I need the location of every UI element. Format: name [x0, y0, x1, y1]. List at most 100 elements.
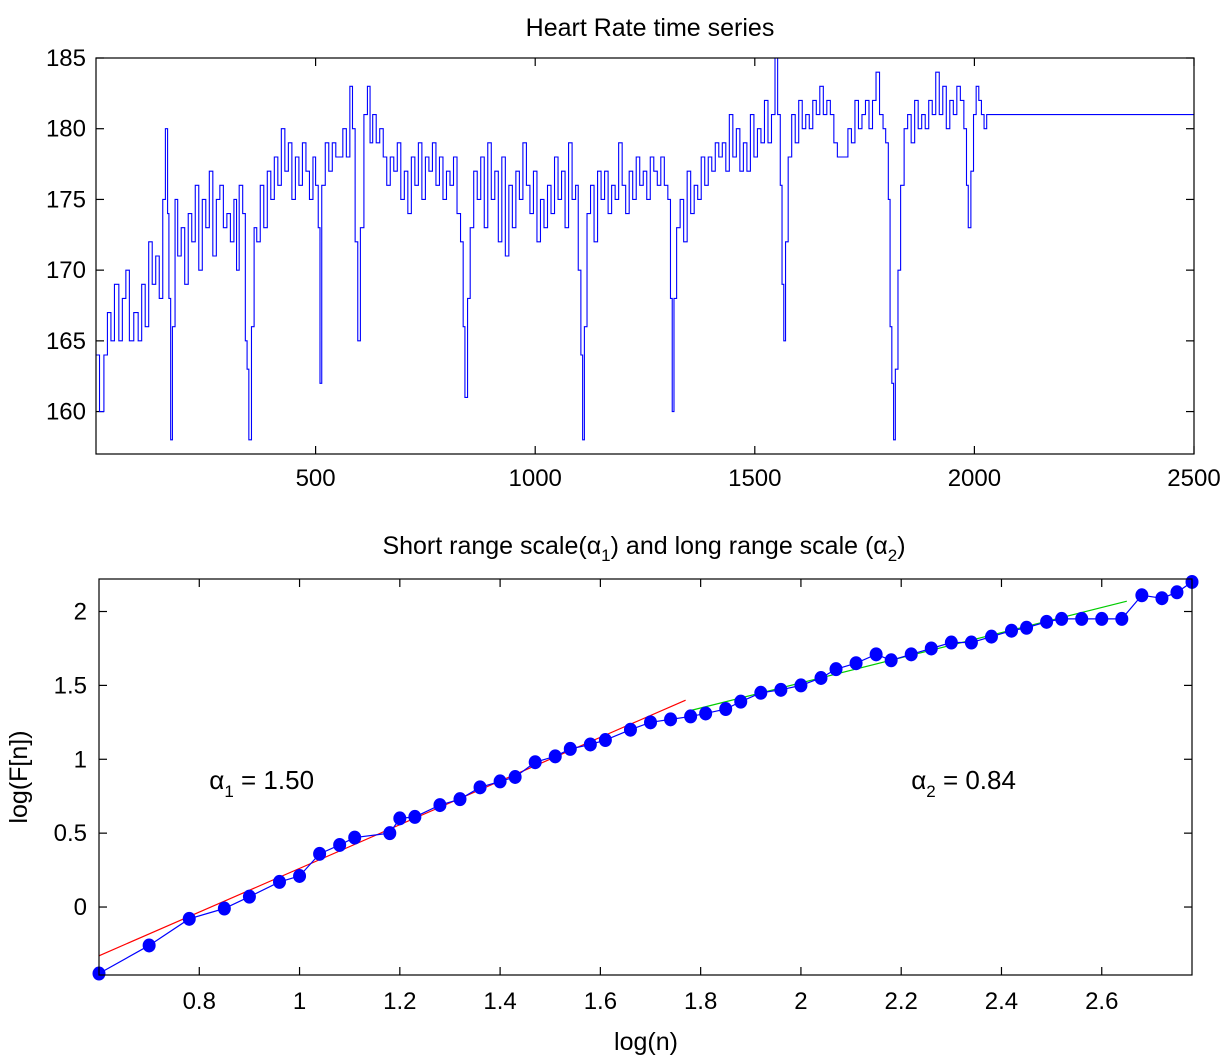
hr-xtick-label: 1500 [728, 465, 781, 492]
dfa-point [313, 846, 327, 861]
dfa-xtick-label: 1.8 [684, 988, 717, 1015]
alpha2-sub: 2 [926, 782, 935, 801]
dfa-point [333, 837, 347, 852]
hr-ytick-label: 160 [46, 399, 86, 426]
hr-ytick-label: 165 [46, 328, 86, 355]
dfa-points [92, 574, 1199, 981]
hr-title: Heart Rate time series [526, 14, 775, 42]
dfa-point [869, 647, 883, 662]
hr-ytick-label: 170 [46, 257, 86, 284]
dfa-point [623, 722, 637, 737]
hr-series-line [96, 57, 1194, 441]
dfa-xtick-label: 2.6 [1085, 988, 1118, 1015]
dfa-point [393, 811, 407, 826]
dfa-point [548, 749, 562, 764]
dfa-ytick-label: 2 [74, 599, 87, 626]
alpha2-annotation: α2 = 0.84 [911, 765, 1016, 801]
dfa-xtick-label: 0.8 [183, 988, 216, 1015]
alpha1-annotation: α1 = 1.50 [209, 765, 314, 801]
dfa-point [664, 712, 678, 727]
alpha1-value: = 1.50 [234, 765, 314, 795]
dfa-point [734, 694, 748, 709]
dfa-point [754, 685, 768, 700]
dfa-point [242, 889, 256, 904]
dfa-point [829, 662, 843, 677]
dfa-point [944, 635, 958, 650]
dfa-point [348, 830, 362, 845]
hr-plot-frame [95, 57, 1195, 455]
dfa-point [293, 869, 307, 883]
dfa-point [884, 653, 898, 668]
dfa-point [528, 755, 542, 770]
dfa-title-a: Short range scale(α [382, 532, 601, 560]
dfa-point [1135, 588, 1149, 603]
dfa-xtick-label: 2 [794, 988, 807, 1015]
dfa-point [644, 715, 658, 730]
dfa-plot-frame [98, 578, 1193, 976]
hr-ytick-label: 185 [46, 45, 86, 72]
dfa-point [984, 629, 998, 644]
dfa-point [563, 741, 577, 756]
hr-xtick-label: 1000 [509, 465, 562, 492]
dfa-panel: Short range scale(α1) and long range sca… [5, 532, 1199, 1056]
dfa-point [217, 901, 231, 916]
dfa-point [904, 647, 918, 662]
dfa-point [1075, 611, 1089, 626]
dfa-xlabel: log(n) [614, 1028, 678, 1056]
dfa-title-e: ) [897, 532, 905, 560]
dfa-title-sub2: 2 [888, 546, 897, 565]
dfa-title-sub1: 1 [601, 546, 610, 565]
dfa-title: Short range scale(α1) and long range sca… [382, 532, 905, 565]
dfa-point [814, 671, 828, 685]
hr-ytick-label: 180 [46, 116, 86, 143]
dfa-point [1005, 623, 1019, 638]
hr-ytick-label: 175 [46, 186, 86, 213]
dfa-xtick-label: 1.2 [383, 988, 416, 1015]
alpha1-greek: α [209, 765, 224, 795]
dfa-title-c: ) and long range scale (α [611, 532, 888, 560]
dfa-point [453, 792, 467, 807]
dfa-xtick-label: 2.4 [985, 988, 1018, 1015]
dfa-point [182, 911, 196, 926]
dfa-point [794, 678, 808, 693]
dfa-ytick-label: 0 [74, 894, 87, 921]
dfa-xtick-label: 2.2 [885, 988, 918, 1015]
dfa-point [1115, 611, 1129, 626]
dfa-point [1170, 585, 1184, 600]
dfa-point [493, 774, 507, 789]
dfa-point [719, 702, 733, 717]
hr-xtick-label: 500 [296, 465, 336, 492]
dfa-point [699, 706, 713, 721]
dfa-point [408, 809, 422, 824]
dfa-ylabel: log(F[n]) [5, 730, 33, 823]
dfa-point [1055, 611, 1069, 626]
dfa-point [598, 733, 612, 748]
hr-xtick-label: 2500 [1167, 465, 1220, 492]
alpha2-greek: α [911, 765, 926, 795]
dfa-point [473, 780, 487, 795]
alpha1-sub: 1 [224, 782, 233, 801]
dfa-xtick-label: 1 [293, 988, 306, 1015]
dfa-xtick-label: 1.4 [483, 988, 516, 1015]
dfa-point [849, 656, 863, 671]
dfa-point [1020, 620, 1034, 635]
dfa-point [1095, 611, 1109, 626]
hr-panel: Heart Rate time series 500 1000 1500 2000 25… [46, 14, 1221, 492]
dfa-point [383, 826, 397, 841]
dfa-point [1040, 614, 1054, 629]
dfa-xtick-label: 1.6 [584, 988, 617, 1015]
dfa-ytick-label: 1 [74, 746, 87, 773]
dfa-point [272, 874, 286, 889]
dfa-point [433, 798, 447, 813]
hr-ticks: 500 1000 1500 2000 2500 160 165 170 175 180 185 [46, 45, 1221, 492]
dfa-point [924, 641, 938, 656]
dfa-point [774, 682, 788, 697]
dfa-ytick-label: 1.5 [54, 672, 87, 699]
dfa-ytick-label: 0.5 [54, 820, 87, 847]
dfa-point [1155, 591, 1169, 606]
dfa-point [508, 770, 522, 784]
dfa-point [583, 737, 597, 752]
dfa-point [142, 938, 156, 953]
dfa-point [964, 635, 978, 650]
